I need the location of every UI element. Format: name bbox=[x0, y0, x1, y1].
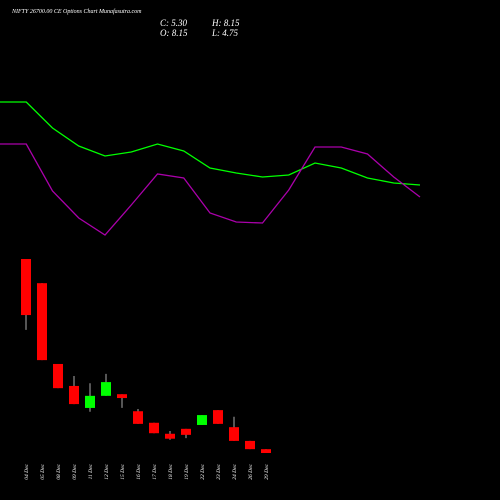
x-tick-label: 04 Dec bbox=[23, 463, 30, 479]
candle-body bbox=[133, 411, 143, 424]
x-tick-label: 23 Dec bbox=[216, 463, 222, 479]
candle-body bbox=[21, 259, 31, 316]
x-tick-label: 11 Dec bbox=[88, 463, 94, 479]
x-tick-label: 12 Dec bbox=[104, 463, 110, 479]
indicator-line bbox=[0, 143, 421, 236]
x-tick-label: 09 Dec bbox=[72, 463, 78, 479]
candle-body bbox=[181, 428, 191, 435]
x-tick-label: 26 Dec bbox=[248, 463, 254, 479]
ohlc-label: L: 4.75 bbox=[211, 28, 239, 38]
x-tick-label: 08 Dec bbox=[56, 463, 62, 479]
x-tick-label: 29 Dec bbox=[264, 463, 270, 479]
candle-body bbox=[69, 385, 79, 405]
candle-body bbox=[165, 433, 175, 439]
x-tick-label: 18 Dec bbox=[168, 463, 174, 479]
candle-body bbox=[261, 449, 271, 453]
candle-body bbox=[149, 422, 159, 434]
candle-body bbox=[213, 410, 223, 424]
indicator-line bbox=[0, 101, 421, 186]
candle-body bbox=[53, 363, 63, 389]
x-tick-label: 17 Dec bbox=[152, 463, 158, 479]
candle-body bbox=[197, 415, 207, 425]
x-tick-label: 22 Dec bbox=[200, 463, 206, 479]
candle-body bbox=[117, 394, 127, 399]
ohlc-label: H: 8.15 bbox=[211, 18, 240, 28]
candle-body bbox=[229, 427, 239, 441]
x-tick-label: 05 Dec bbox=[40, 463, 46, 479]
candle-body bbox=[85, 395, 95, 408]
x-tick-label: 19 Dec bbox=[184, 463, 190, 479]
candle-body bbox=[245, 440, 255, 450]
x-tick-label: 24 Dec bbox=[231, 463, 238, 479]
ohlc-label: C: 5.30 bbox=[160, 18, 188, 28]
chart-title: NIFTY 26700.00 CE Options Chart Munafasu… bbox=[11, 8, 142, 15]
x-tick-label: 16 Dec bbox=[136, 463, 142, 479]
candle-body bbox=[37, 283, 47, 361]
ohlc-label: O: 8.15 bbox=[160, 28, 188, 38]
x-tick-label: 15 Dec bbox=[120, 463, 126, 479]
candle-body bbox=[101, 382, 111, 396]
